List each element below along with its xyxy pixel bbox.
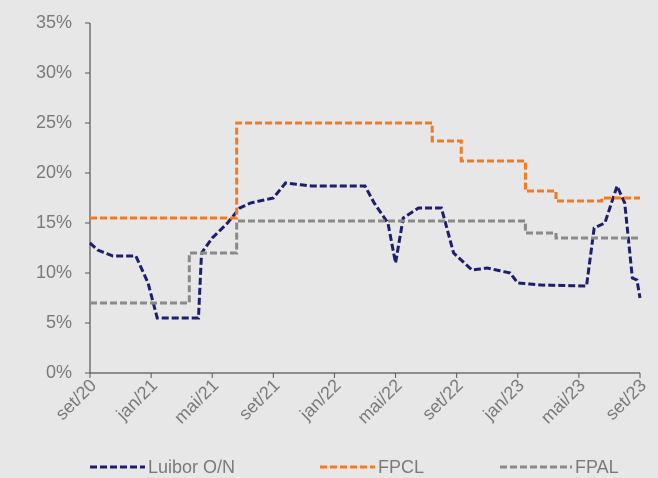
y-tick-label: 10% bbox=[36, 262, 72, 282]
legend-label: FPCL bbox=[378, 457, 424, 477]
y-tick-label: 25% bbox=[36, 112, 72, 132]
series-line bbox=[88, 181, 642, 320]
series-line bbox=[90, 219, 640, 305]
y-tick-label: 35% bbox=[36, 12, 72, 32]
y-tick-label: 30% bbox=[36, 62, 72, 82]
series-line bbox=[90, 121, 640, 220]
y-tick-label: 5% bbox=[46, 312, 72, 332]
y-tick-label: 0% bbox=[46, 362, 72, 382]
legend-label: FPAL bbox=[575, 457, 619, 477]
legend-label: Luibor O/N bbox=[148, 457, 235, 477]
y-tick-label: 15% bbox=[36, 212, 72, 232]
y-tick-label: 20% bbox=[36, 162, 72, 182]
